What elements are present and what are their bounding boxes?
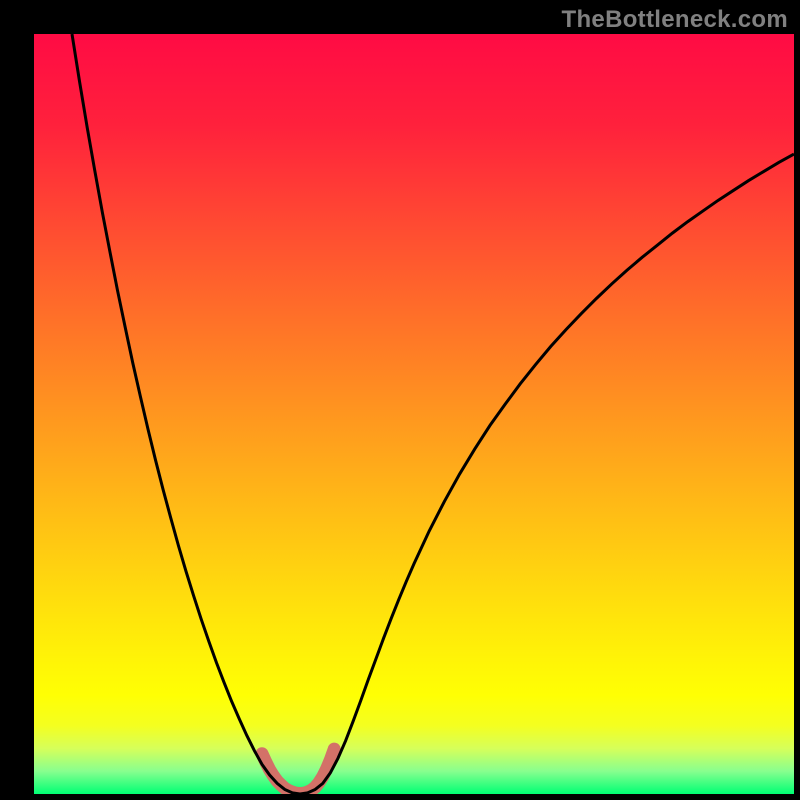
bottleneck-curve-chart	[34, 34, 794, 794]
chart-container: TheBottleneck.com	[0, 0, 800, 800]
plot-area	[34, 34, 794, 794]
gradient-background	[34, 34, 794, 794]
watermark-text: TheBottleneck.com	[562, 6, 788, 34]
